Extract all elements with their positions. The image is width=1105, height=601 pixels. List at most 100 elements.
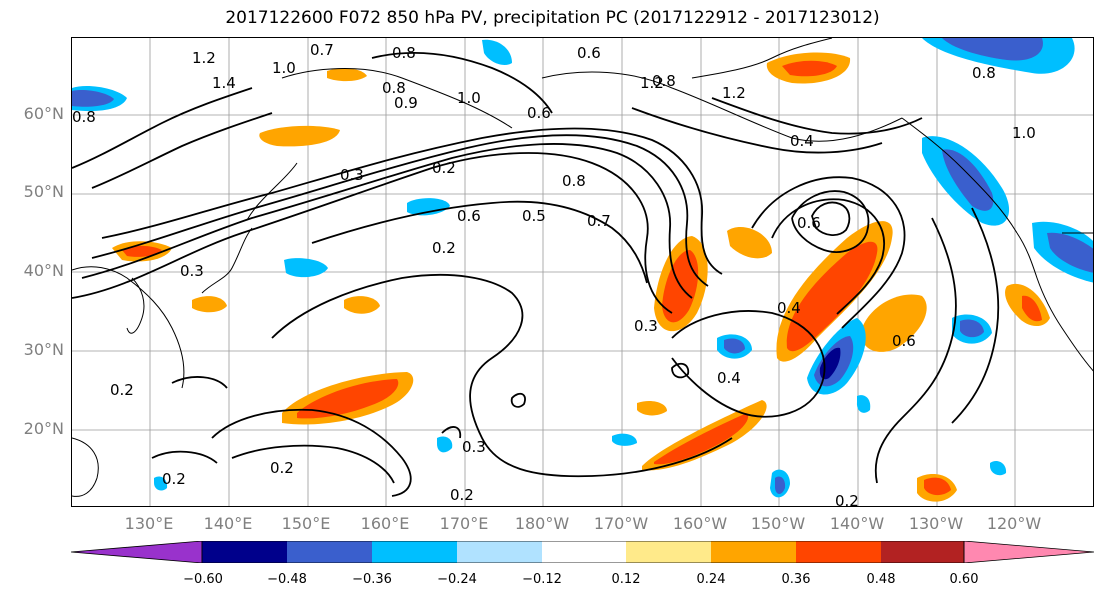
lat-label-30n: 30°N [23,340,64,359]
lon-label-150e: 150°E [281,514,331,533]
lon-label-140w: 140°W [829,514,885,533]
lon-label-150w: 150°W [750,514,806,533]
colorbar-segment [796,541,881,563]
map-panel: 1.2 0.7 0.8 0.6 1.2 1.4 1.0 0.8 1.0 0.9 … [71,37,1094,507]
lon-label-180w: 180°W [514,514,570,533]
contour-labels: 1.2 0.7 0.8 0.6 1.2 1.4 1.0 0.8 1.0 0.9 … [72,41,1036,506]
contour-label: 0.8 [652,72,676,90]
positive-anomaly [861,294,927,352]
lon-label-160w: 160°W [672,514,728,533]
contour-line [671,310,826,418]
positive-anomaly [1022,295,1042,322]
contour-label: 1.4 [212,74,236,92]
negative-anomaly [960,319,984,338]
contour-label: 1.0 [457,89,481,107]
contour-label: 0.8 [972,64,996,82]
colorbar-segment [457,541,542,563]
contour-line [271,273,733,478]
colorbar-segment [202,541,287,563]
colorbar-segment [711,541,796,563]
contour-line [811,201,851,236]
contour-line [171,376,228,389]
contour-label: 0.8 [382,79,406,97]
contour-label: 0.4 [717,369,741,387]
lon-label-160e: 160°E [360,514,410,533]
colorbar-tick: −0.24 [437,572,477,587]
contour-label: 0.3 [634,317,658,335]
positive-anomaly [654,413,749,465]
colorbar-tick: 0.36 [781,572,811,587]
contour-line [211,408,412,497]
pv-contours [72,51,1000,497]
lat-label-50n: 50°N [23,182,64,201]
colorbar-tick: 0.24 [696,572,726,587]
negative-anomaly [284,258,328,278]
contour-label: 0.6 [577,44,601,62]
colorbar-tick: −0.60 [183,572,223,587]
contour-line [91,112,273,189]
contour-label: 0.2 [432,159,456,177]
contour-line [510,392,526,408]
contour-label: 0.6 [892,332,916,350]
contour-line [101,127,723,275]
lon-label-140e: 140°E [203,514,253,533]
contour-label: 0.8 [392,44,416,62]
contour-label: 0.3 [340,166,364,184]
positive-anomaly [924,477,951,496]
contour-label: 1.2 [722,84,746,102]
lat-label-40n: 40°N [23,261,64,280]
colorbar-segment [287,541,372,563]
lon-label-170w: 170°W [593,514,649,533]
positive-anomaly [637,400,667,416]
colorbar-tick: 0.60 [949,572,979,587]
coastline [281,68,513,129]
coastline [901,117,1018,234]
negative-anomaly [482,39,512,65]
colorbar-segment [881,541,964,563]
positive-anomaly [327,68,367,82]
contour-line [371,51,553,114]
contour-label: 1.0 [272,59,296,77]
coastline [541,71,903,142]
contour-line [791,190,870,253]
contour-line [91,134,709,287]
coastline [691,38,833,79]
colorbar-tick: −0.12 [522,572,562,587]
lon-label-130e: 130°E [124,514,174,533]
positive-anomaly [344,296,380,314]
contour-line [631,107,883,154]
colorbar-tick: 0.12 [611,572,641,587]
contour-label: 0.5 [522,207,546,225]
contour-line [951,207,1000,424]
negative-anomaly [437,436,453,453]
positive-anomaly [786,241,878,352]
lon-label-120w: 120°W [986,514,1042,533]
negative-anomaly [407,198,450,216]
positive-anomaly [297,379,399,419]
contour-label: 0.2 [450,486,474,504]
contour-line [81,143,693,299]
contour-line [711,97,923,135]
coastlines [72,38,1093,497]
coastline [126,277,145,334]
negative-anomaly [154,476,168,491]
coastline [201,227,253,294]
coastline [72,437,99,497]
colorbar-segment [372,541,457,563]
contour-label: 0.4 [777,299,801,317]
negative-anomaly [856,395,871,413]
negative-anomaly [612,433,637,446]
contour-label: 0.7 [587,212,611,230]
positive-anomaly [122,245,162,257]
precip-negative [72,38,1093,498]
graticule [72,38,1093,506]
colorbar-segment [542,541,626,563]
contour-label: 1.0 [1012,124,1036,142]
map-title: 2017122600 F072 850 hPa PV, precipitatio… [225,8,880,28]
colorbar-tick: −0.48 [267,572,307,587]
negative-anomaly [72,89,114,107]
contour-label: 0.6 [527,104,551,122]
map-canvas: 1.2 0.7 0.8 0.6 1.2 1.4 1.0 0.8 1.0 0.9 … [72,38,1093,506]
colorbar-extend-high [963,541,1094,563]
positive-anomaly [727,226,772,259]
